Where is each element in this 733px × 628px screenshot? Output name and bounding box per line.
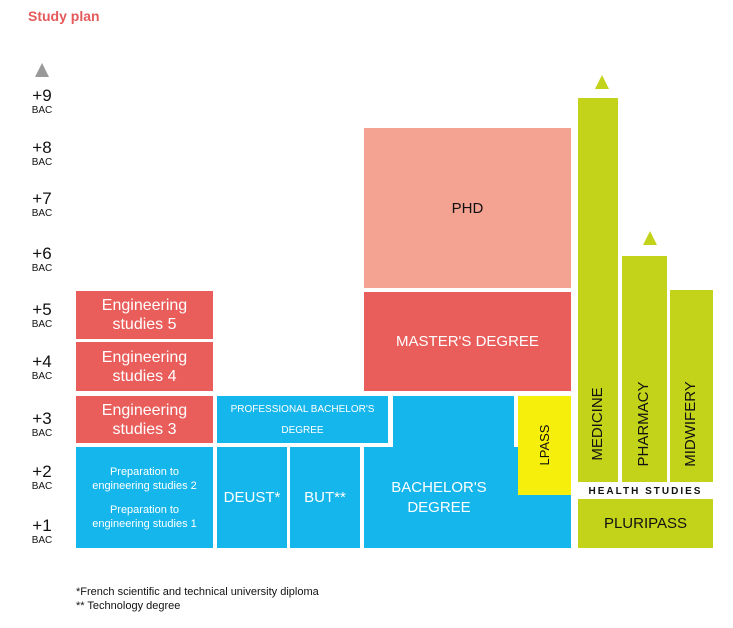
- medicine-arrow-icon: [595, 75, 609, 89]
- level-label-2: +2 BAC: [31, 462, 53, 493]
- pluripass-label: PLURIPASS: [603, 515, 688, 532]
- pharmacy-label: PHARMACY: [635, 381, 652, 467]
- phd-label: PHD: [451, 199, 484, 217]
- deust-box: DEUST*: [217, 447, 287, 548]
- but-box: BUT**: [290, 447, 360, 548]
- axis-up-arrow-icon: [35, 63, 49, 77]
- bachelors-degree-label: BACHELOR'S DEGREE: [391, 478, 487, 516]
- masters-degree-label: MASTER'S DEGREE: [396, 333, 539, 350]
- bachelors-degree-upper-block: [393, 396, 514, 448]
- preparation-engineering-2-label: Preparation to engineering studies 2: [92, 465, 197, 492]
- professional-bachelors-degree-box: PROFESSIONAL BACHELOR'S DEGREE: [217, 396, 388, 443]
- lpass-box: [518, 396, 571, 495]
- level-label-7: +7 BAC: [31, 189, 53, 220]
- level-label-8: +8 BAC: [31, 138, 53, 169]
- level-label-4: +4 BAC: [31, 352, 53, 383]
- bachelors-degree-label-area: BACHELOR'S DEGREE: [364, 447, 514, 548]
- footnote-deust: *French scientific and technical univers…: [76, 586, 319, 598]
- preparation-engineering-1-label: Preparation to engineering studies 1: [92, 503, 197, 530]
- level-label-6: +6 BAC: [31, 244, 53, 275]
- level-label-9: +9 BAC: [31, 86, 53, 117]
- health-studies-label: HEALTH STUDIES: [588, 486, 703, 497]
- but-label: BUT**: [304, 489, 346, 506]
- engineering-studies-4-box: Engineering studies 4: [76, 342, 213, 391]
- page-title: Study plan: [28, 8, 100, 24]
- footnote-but: ** Technology degree: [76, 600, 181, 612]
- engineering-studies-4-label: Engineering studies 4: [101, 348, 188, 385]
- engineering-studies-3-box: Engineering studies 3: [76, 396, 213, 443]
- medicine-label: MEDICINE: [589, 387, 606, 461]
- midwifery-bar: [670, 290, 713, 482]
- level-label-5: +5 BAC: [31, 300, 53, 331]
- level-label-1: +1 BAC: [31, 516, 53, 547]
- deust-label: DEUST*: [223, 489, 281, 506]
- midwifery-label: MIDWIFERY: [682, 381, 699, 467]
- engineering-studies-5-label: Engineering studies 5: [101, 297, 188, 333]
- professional-bachelors-degree-label: PROFESSIONAL BACHELOR'S DEGREE: [230, 403, 375, 436]
- engineering-studies-5-box: Engineering studies 5: [76, 291, 213, 339]
- lpass-label: LPASS: [537, 424, 552, 466]
- level-label-3: +3 BAC: [31, 409, 53, 440]
- pharmacy-bar: [622, 256, 667, 482]
- pluripass-box: PLURIPASS: [578, 499, 713, 548]
- masters-degree-box: MASTER'S DEGREE: [364, 292, 571, 391]
- phd-box: PHD: [364, 128, 571, 288]
- pharmacy-arrow-icon: [643, 231, 657, 245]
- engineering-studies-3-label: Engineering studies 3: [101, 401, 188, 438]
- preparation-engineering-box: Preparation to engineering studies 2 Pre…: [76, 447, 213, 548]
- medicine-bar: [578, 98, 618, 482]
